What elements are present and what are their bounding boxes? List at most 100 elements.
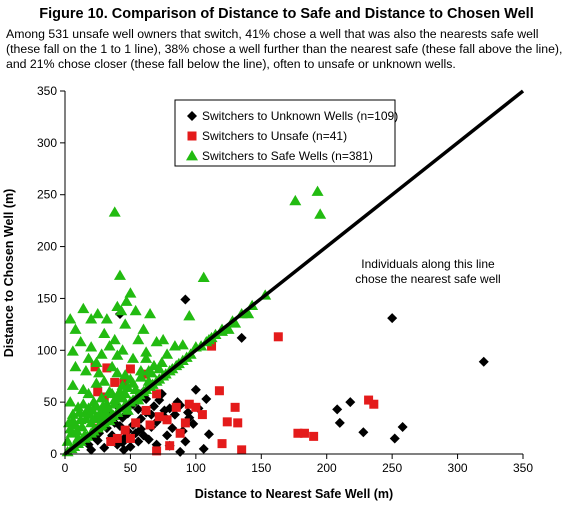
square-point — [154, 412, 164, 422]
square-point — [230, 402, 240, 412]
diamond-point — [203, 429, 214, 440]
x-tick-label: 350 — [513, 461, 533, 475]
y-tick-label: 150 — [37, 291, 57, 305]
diamond-point — [175, 446, 186, 457]
triangle-point — [127, 377, 140, 388]
triangle-point — [77, 383, 90, 395]
figure-title: Figure 10. Comparison of Distance to Saf… — [39, 6, 534, 22]
square-point — [106, 437, 116, 447]
triangle-point — [64, 313, 77, 324]
y-tick-label: 250 — [37, 188, 57, 202]
triangle-point — [116, 344, 129, 355]
square-point — [125, 364, 135, 374]
triangle-point — [90, 356, 103, 368]
triangle-point — [95, 391, 108, 403]
triangle-point — [102, 402, 115, 413]
triangle-point — [113, 269, 126, 280]
square-point — [125, 433, 135, 443]
triangle-point — [127, 352, 140, 363]
triangle-point — [157, 333, 170, 345]
triangle-point — [108, 333, 121, 345]
square-point — [217, 439, 227, 449]
diamond-point — [180, 436, 191, 447]
triangle-point — [144, 307, 157, 319]
triangle-point — [145, 367, 158, 378]
x-tick-label: 100 — [186, 461, 206, 475]
y-axis-label: Distance to Chosen Well (m) — [2, 189, 16, 358]
legend-label: Switchers to Safe Wells (n=381) — [202, 149, 373, 163]
square-point — [120, 425, 130, 435]
diamond-point — [180, 294, 191, 305]
triangle-point — [183, 310, 196, 321]
square-point — [214, 386, 224, 396]
triangle-point — [176, 339, 189, 350]
triangle-point — [72, 401, 85, 412]
square-point — [273, 332, 283, 342]
reference-line-layer — [63, 89, 525, 456]
triangle-point — [150, 335, 163, 347]
diamond-point — [183, 407, 194, 418]
triangle-point — [111, 367, 124, 378]
square-point — [369, 399, 379, 409]
diamond-point — [332, 404, 343, 415]
triangle-point — [129, 304, 142, 316]
triangle-point — [73, 406, 86, 417]
square-point — [131, 418, 141, 428]
data-markers — [61, 185, 489, 457]
triangle-point — [89, 412, 102, 424]
square-point — [364, 395, 374, 405]
triangle-point — [98, 375, 111, 386]
triangle-point — [103, 340, 116, 351]
diamond-point — [133, 404, 144, 415]
line-annotation-2: chose the nearest safe well — [355, 272, 500, 286]
y-tick-label: 50 — [44, 395, 58, 409]
diamond-point — [387, 313, 398, 324]
triangle-point — [66, 345, 79, 356]
triangle-point — [79, 365, 92, 376]
triangle-point — [289, 194, 302, 206]
square-point — [165, 441, 175, 451]
triangle-point — [93, 367, 106, 378]
diamond-point — [148, 401, 159, 412]
triangle-point — [108, 206, 121, 217]
square-point — [152, 389, 162, 399]
diamond-point — [162, 430, 173, 441]
triangle-point — [153, 362, 166, 374]
tick-labels: 0 50 100 150 200 250 300 350 0 50 100 150 200 250 300 3… — [37, 84, 533, 475]
triangle-point — [66, 379, 79, 390]
x-tick-label: 150 — [251, 461, 271, 475]
y-tick-label: 300 — [37, 136, 57, 150]
triangle-point — [134, 371, 147, 382]
diamond-point — [389, 433, 400, 444]
square-point — [184, 399, 194, 409]
triangle-point — [140, 352, 153, 363]
diamond-point — [169, 409, 180, 420]
square-point — [222, 417, 232, 427]
legend-square-marker — [187, 131, 197, 141]
triangle-point — [91, 307, 104, 319]
triangle-point — [124, 287, 137, 298]
square-point — [162, 415, 172, 425]
triangle-point — [76, 421, 89, 432]
legend-box — [174, 99, 396, 167]
triangle-point — [132, 333, 145, 345]
legend-triangle-marker — [186, 150, 198, 161]
triangle-point — [69, 323, 82, 334]
legend-diamond-marker — [187, 111, 197, 121]
diamond-point — [236, 332, 247, 343]
triangle-point — [134, 365, 147, 376]
triangle-point — [168, 340, 181, 351]
triangle-point — [85, 313, 98, 324]
series-triangle — [61, 185, 327, 457]
diamond-point — [118, 444, 129, 455]
square-point — [141, 405, 151, 415]
square-point — [112, 433, 122, 443]
triangle-point — [137, 323, 150, 334]
square-point — [93, 387, 103, 397]
triangle-point — [86, 404, 99, 415]
one-to-one-line — [63, 89, 525, 456]
x-tick-label: 0 — [62, 461, 69, 475]
triangle-point — [77, 398, 90, 409]
diamond-point — [345, 397, 356, 408]
